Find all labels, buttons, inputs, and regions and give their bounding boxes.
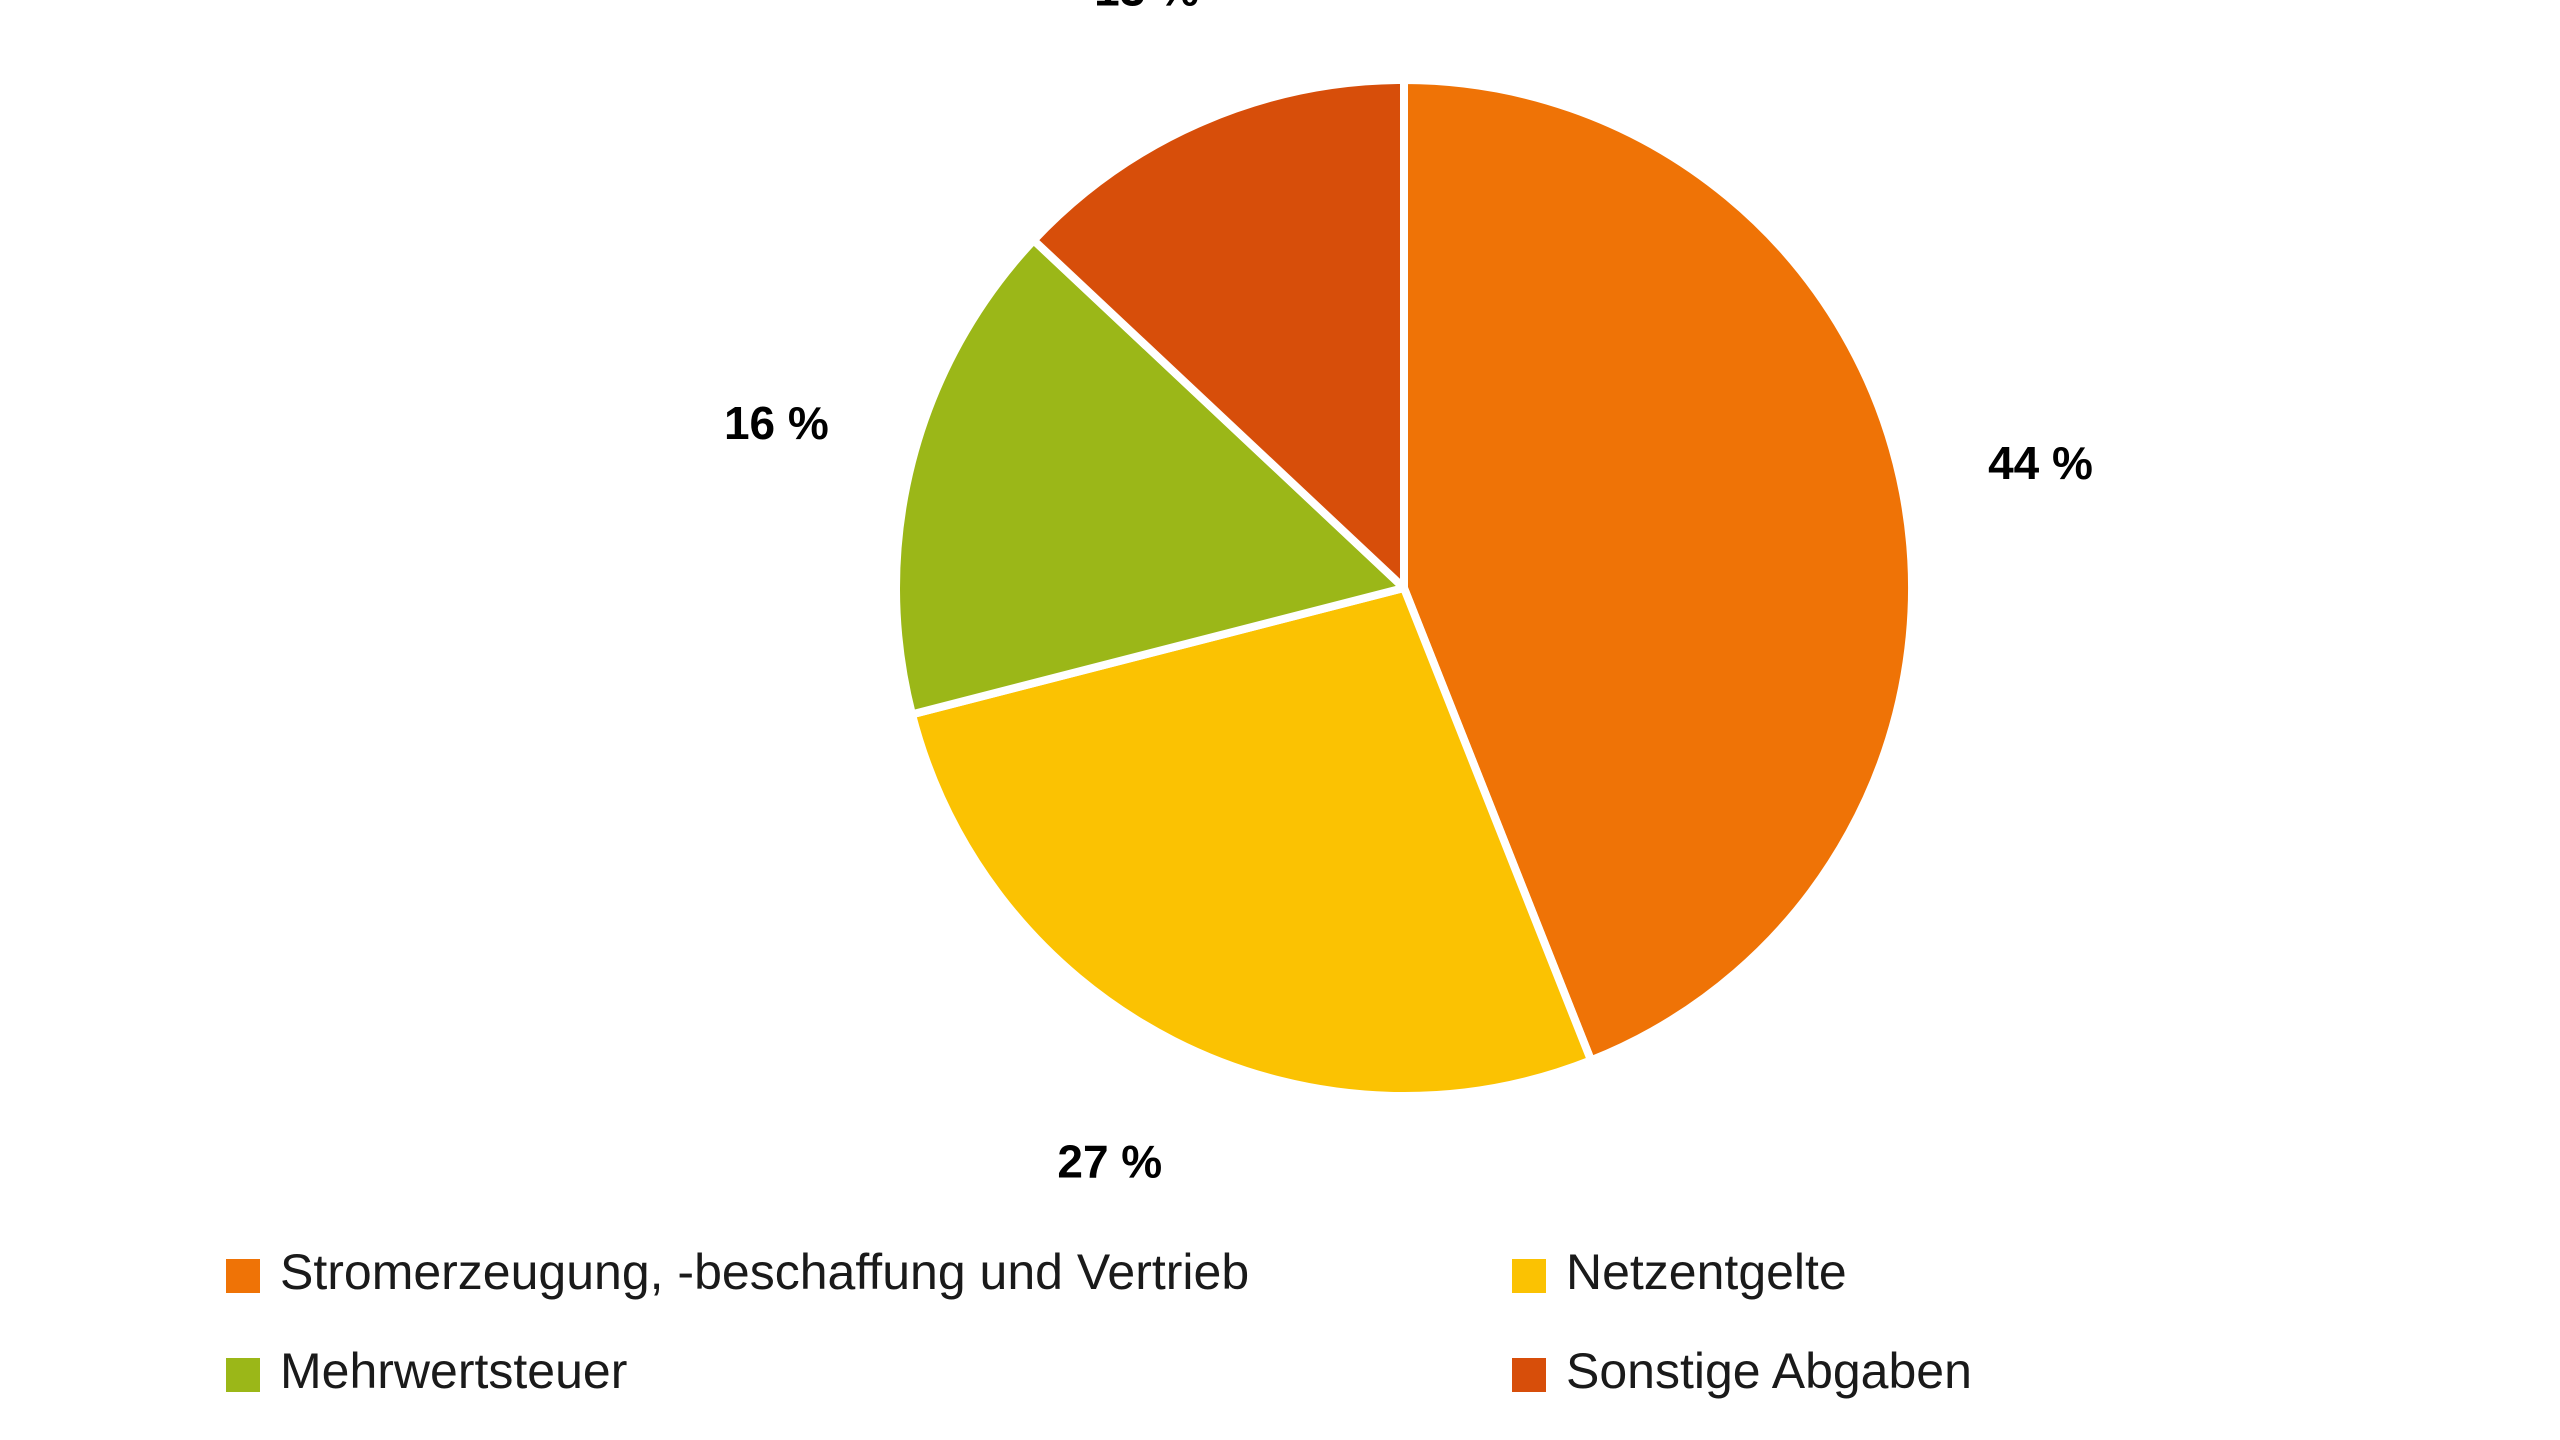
- legend-label-4: Sonstige Abgaben: [1566, 1343, 1972, 1399]
- pie-slice-label-2: 27 %: [1057, 1136, 1162, 1188]
- legend-item-1: Stromerzeugung, -beschaffung und Vertrie…: [226, 1244, 1249, 1300]
- pie-slice-2: [907, 584, 1596, 1100]
- chart-legend: Stromerzeugung, -beschaffung und Vertrie…: [226, 1244, 1972, 1399]
- legend-swatch-4: [1512, 1358, 1546, 1392]
- legend-item-3: Mehrwertsteuer: [226, 1343, 627, 1399]
- legend-label-3: Mehrwertsteuer: [280, 1343, 627, 1399]
- legend-swatch-2: [1512, 1259, 1546, 1293]
- pie-slice-4: [1029, 76, 1408, 592]
- pie-slice-label-3: 16 %: [724, 397, 829, 449]
- legend-item-2: Netzentgelte: [1512, 1244, 1847, 1300]
- pie-slice-3: [892, 236, 1408, 719]
- legend-label-1: Stromerzeugung, -beschaffung und Vertrie…: [280, 1244, 1249, 1300]
- pie-slice-label-4: 13 %: [1094, 0, 1199, 15]
- legend-swatch-3: [226, 1358, 260, 1392]
- legend-label-2: Netzentgelte: [1566, 1244, 1847, 1300]
- legend-item-4: Sonstige Abgaben: [1512, 1343, 1972, 1399]
- pie-slice-labels: 44 % 27 % 16 % 13 %: [724, 0, 2093, 1188]
- pie-slice-label-1: 44 %: [1988, 437, 2093, 489]
- legend-swatch-1: [226, 1259, 260, 1293]
- pie-slices: [892, 76, 1916, 1100]
- pie-slice-1: [1400, 76, 1916, 1065]
